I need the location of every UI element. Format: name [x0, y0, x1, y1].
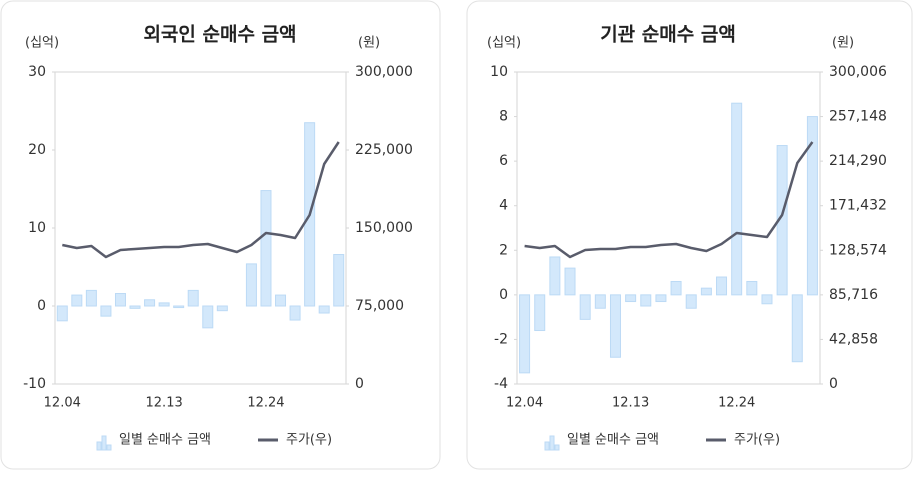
legend-icon — [101, 435, 107, 451]
x-tick-label: 12.13 — [146, 396, 183, 411]
y-unit: (십억) — [487, 36, 521, 51]
y-tick-label: 20 — [28, 142, 46, 158]
x-tick-label: 12.13 — [612, 396, 649, 411]
legend-icon — [554, 444, 560, 451]
y-tick-label: 30 — [28, 64, 46, 80]
y-tick-label: 10 — [490, 64, 508, 80]
y2-tick-label: 214,290 — [829, 153, 887, 169]
y-tick-label: 10 — [28, 220, 46, 236]
bar — [655, 294, 667, 303]
y2-tick-label: 300,006 — [829, 64, 887, 80]
x-tick-label: 12.24 — [247, 396, 284, 411]
bar — [173, 305, 185, 309]
bar — [56, 305, 68, 322]
plot-frame — [516, 71, 821, 385]
bar — [202, 305, 214, 329]
line — [524, 141, 814, 259]
bar — [579, 294, 591, 320]
y2-unit: (원) — [832, 36, 854, 51]
bar — [746, 280, 758, 296]
y-tick-label: 0 — [37, 298, 46, 314]
bar — [289, 305, 301, 321]
bar — [100, 305, 112, 317]
bar — [260, 190, 272, 307]
x-tick-label: 12.04 — [44, 396, 81, 411]
bar — [806, 116, 818, 296]
y2-tick-label: 85,716 — [829, 287, 878, 303]
bar — [700, 287, 712, 296]
y2-tick-label: 42,858 — [829, 331, 878, 347]
bar — [318, 305, 330, 314]
bar — [275, 294, 287, 307]
bar — [158, 302, 170, 307]
legend-icon — [549, 435, 555, 451]
bar — [731, 102, 743, 296]
y-tick-label: 0 — [499, 287, 508, 303]
y2-tick-label: 0 — [355, 376, 364, 392]
bar — [670, 280, 682, 296]
y-tick-label: -2 — [494, 331, 508, 347]
y-unit: (십억) — [25, 36, 59, 51]
y-tick-label: 2 — [499, 242, 508, 258]
bar — [791, 294, 803, 363]
bar — [519, 294, 531, 374]
bar — [564, 267, 576, 296]
legend-icon — [96, 441, 102, 451]
bar — [245, 263, 257, 307]
card — [0, 0, 441, 470]
y-tick-label: -4 — [494, 376, 508, 392]
bar — [71, 294, 83, 307]
bar — [549, 256, 561, 296]
bar — [534, 294, 546, 332]
line — [62, 141, 340, 259]
bar — [640, 294, 652, 307]
bar — [144, 299, 156, 307]
bar — [761, 294, 773, 305]
bar — [129, 305, 141, 309]
y2-tick-label: 225,000 — [355, 142, 413, 158]
bar — [716, 276, 728, 296]
legend-label: 일별 순매수 금액 — [567, 433, 659, 448]
y2-tick-label: 300,000 — [355, 64, 413, 80]
y-tick-label: 6 — [499, 153, 508, 169]
bar — [333, 254, 345, 307]
bar — [187, 289, 199, 307]
y2-tick-label: 150,000 — [355, 220, 413, 236]
legend-icon — [106, 444, 112, 451]
y2-tick-label: 171,432 — [829, 198, 887, 214]
y2-unit: (원) — [358, 36, 380, 51]
bar — [685, 294, 697, 309]
bar — [114, 293, 126, 307]
bar — [609, 294, 621, 358]
legend-label: 주가(우) — [734, 433, 780, 448]
chart-title: 기관 순매수 금액 — [600, 24, 736, 46]
bar — [85, 289, 97, 307]
y-tick-label: 4 — [499, 198, 508, 214]
y-tick-label: -10 — [23, 376, 46, 392]
y2-tick-label: 128,574 — [829, 242, 887, 258]
x-tick-label: 12.24 — [718, 396, 755, 411]
y2-tick-label: 0 — [829, 376, 838, 392]
y2-tick-label: 257,148 — [829, 109, 887, 125]
chart-title: 외국인 순매수 금액 — [143, 24, 296, 46]
legend-icon — [544, 441, 550, 451]
bar — [625, 294, 637, 303]
legend-label: 주가(우) — [286, 433, 332, 448]
bar — [216, 305, 228, 312]
bar — [594, 294, 606, 309]
y-tick-label: 8 — [499, 109, 508, 125]
x-tick-label: 12.04 — [506, 396, 543, 411]
y2-tick-label: 75,000 — [355, 298, 404, 314]
legend-label: 일별 순매수 금액 — [119, 433, 211, 448]
